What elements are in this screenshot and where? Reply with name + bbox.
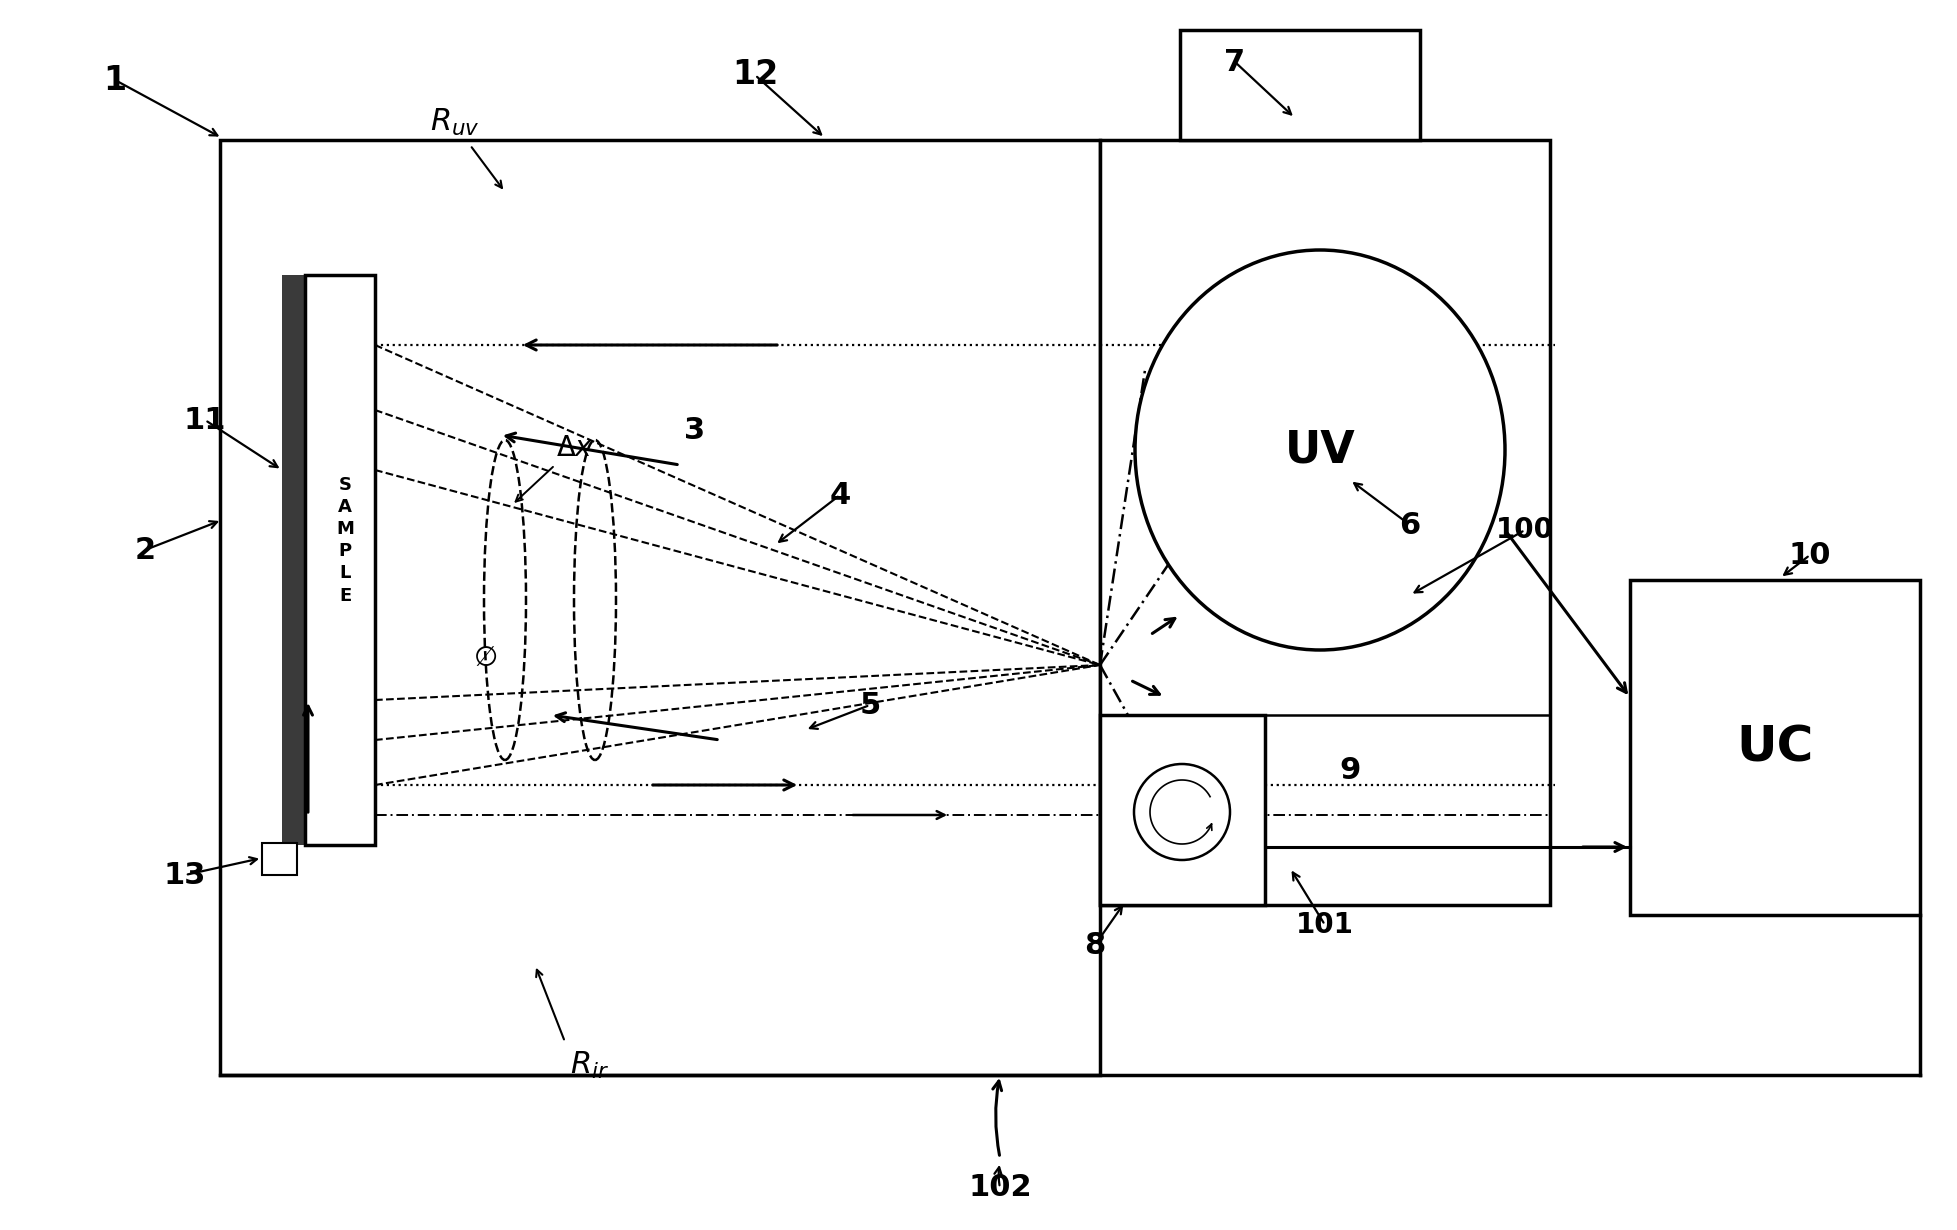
Text: 3: 3 [685, 416, 705, 444]
FancyBboxPatch shape [1180, 30, 1419, 140]
Text: 4: 4 [830, 481, 849, 509]
FancyBboxPatch shape [1100, 140, 1550, 905]
FancyBboxPatch shape [219, 140, 1100, 1075]
Text: S
A
M
P
L
E: S A M P L E [337, 476, 354, 604]
FancyBboxPatch shape [1628, 581, 1920, 915]
Text: $R_{ir}$: $R_{ir}$ [569, 1049, 609, 1080]
Text: 13: 13 [164, 861, 205, 889]
FancyBboxPatch shape [282, 276, 305, 845]
Text: 6: 6 [1399, 510, 1421, 540]
Text: $\varnothing$: $\varnothing$ [474, 645, 497, 672]
Text: 101: 101 [1296, 911, 1352, 938]
Text: $\Delta x$: $\Delta x$ [556, 434, 593, 462]
Text: UC: UC [1736, 723, 1812, 771]
Text: 8: 8 [1084, 931, 1106, 959]
Text: 1: 1 [104, 64, 127, 96]
Text: 11: 11 [184, 406, 227, 434]
Text: 12: 12 [732, 59, 777, 91]
Text: 5: 5 [859, 690, 881, 720]
Text: UV: UV [1284, 428, 1354, 471]
FancyBboxPatch shape [1100, 715, 1264, 905]
Text: 7: 7 [1223, 48, 1245, 76]
FancyBboxPatch shape [305, 276, 376, 845]
Text: 100: 100 [1495, 517, 1554, 544]
Text: 102: 102 [967, 1173, 1031, 1203]
Text: 9: 9 [1339, 755, 1360, 785]
Ellipse shape [1135, 250, 1505, 649]
Text: $R_{uv}$: $R_{uv}$ [431, 107, 479, 138]
Circle shape [1133, 764, 1229, 860]
Text: 2: 2 [135, 535, 155, 565]
FancyBboxPatch shape [262, 843, 297, 875]
Text: 10: 10 [1789, 540, 1830, 569]
